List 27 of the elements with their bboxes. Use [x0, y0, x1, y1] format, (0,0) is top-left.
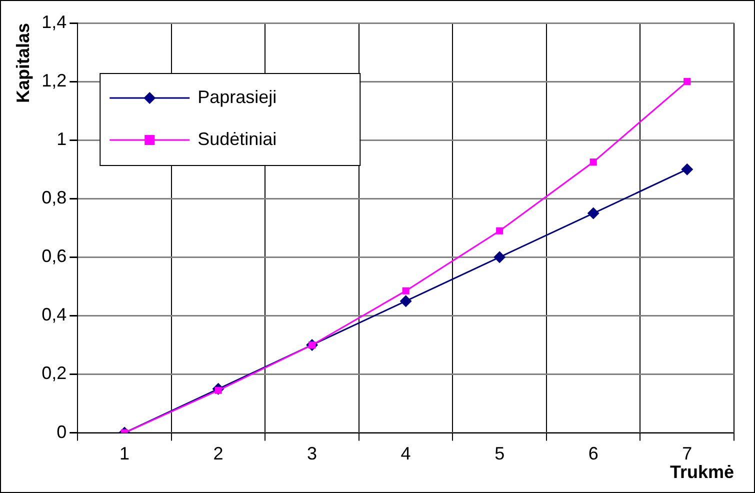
- point: [496, 227, 504, 234]
- y-tick-label: 0,8: [42, 188, 67, 208]
- point: [402, 287, 410, 294]
- x-axis-title: Trukmė: [670, 462, 734, 482]
- y-tick-label: 0,6: [42, 246, 67, 266]
- x-tick-label: 7: [682, 444, 692, 464]
- x-tick-label: 3: [307, 444, 318, 464]
- point: [590, 158, 597, 166]
- y-tick-label: 0: [56, 422, 67, 442]
- y-tick-label: 1,2: [42, 70, 67, 91]
- x-tick-label: 6: [588, 444, 598, 464]
- x-tick-label: 1: [120, 444, 130, 464]
- point: [587, 207, 600, 220]
- legend-label: Paprasieji: [198, 86, 277, 107]
- legend-label: Sudėtiniai: [198, 128, 277, 149]
- y-tick-label: 1,4: [42, 12, 67, 32]
- point: [494, 251, 506, 264]
- point: [684, 78, 691, 86]
- y-tick-label: 0,4: [42, 304, 67, 325]
- point: [400, 295, 412, 308]
- x-tick-label: 2: [213, 444, 224, 464]
- point: [681, 163, 694, 176]
- x-tick-label: 5: [494, 444, 505, 464]
- y-axis-title: Kapitalas: [12, 23, 33, 104]
- x-tick-label: 4: [400, 444, 411, 464]
- y-tick-label: 0,2: [42, 363, 67, 384]
- y-tick-label: 1: [56, 129, 67, 150]
